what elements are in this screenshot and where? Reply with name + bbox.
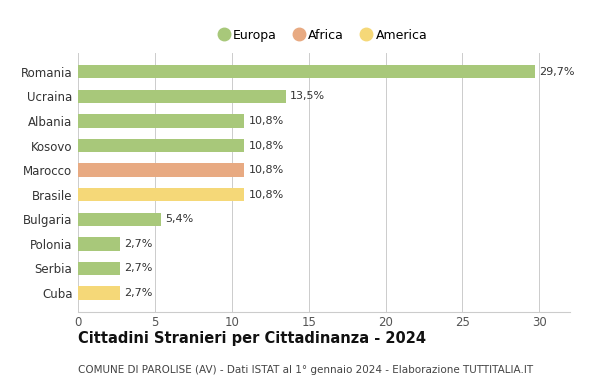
Text: COMUNE DI PAROLISE (AV) - Dati ISTAT al 1° gennaio 2024 - Elaborazione TUTTITALI: COMUNE DI PAROLISE (AV) - Dati ISTAT al … [78, 365, 533, 375]
Bar [78, 114, 244, 128]
Text: Cittadini Stranieri per Cittadinanza - 2024: Cittadini Stranieri per Cittadinanza - 2… [78, 331, 426, 345]
Text: 5,4%: 5,4% [166, 214, 194, 224]
Bar [78, 237, 119, 251]
Text: 2,7%: 2,7% [124, 288, 152, 298]
Text: 10,8%: 10,8% [248, 190, 284, 200]
Text: 10,8%: 10,8% [248, 165, 284, 175]
Text: 10,8%: 10,8% [248, 116, 284, 126]
Bar [78, 139, 244, 152]
Bar [78, 163, 244, 177]
Bar [78, 212, 161, 226]
Text: 2,7%: 2,7% [124, 239, 152, 249]
Text: 13,5%: 13,5% [290, 91, 325, 101]
Legend: Europa, Africa, America: Europa, Africa, America [221, 29, 427, 42]
Bar [78, 262, 119, 275]
Bar [78, 65, 535, 79]
Bar [78, 90, 286, 103]
Bar [78, 188, 244, 201]
Text: 29,7%: 29,7% [539, 67, 575, 77]
Bar [78, 286, 119, 300]
Text: 10,8%: 10,8% [248, 141, 284, 150]
Text: 2,7%: 2,7% [124, 263, 152, 274]
